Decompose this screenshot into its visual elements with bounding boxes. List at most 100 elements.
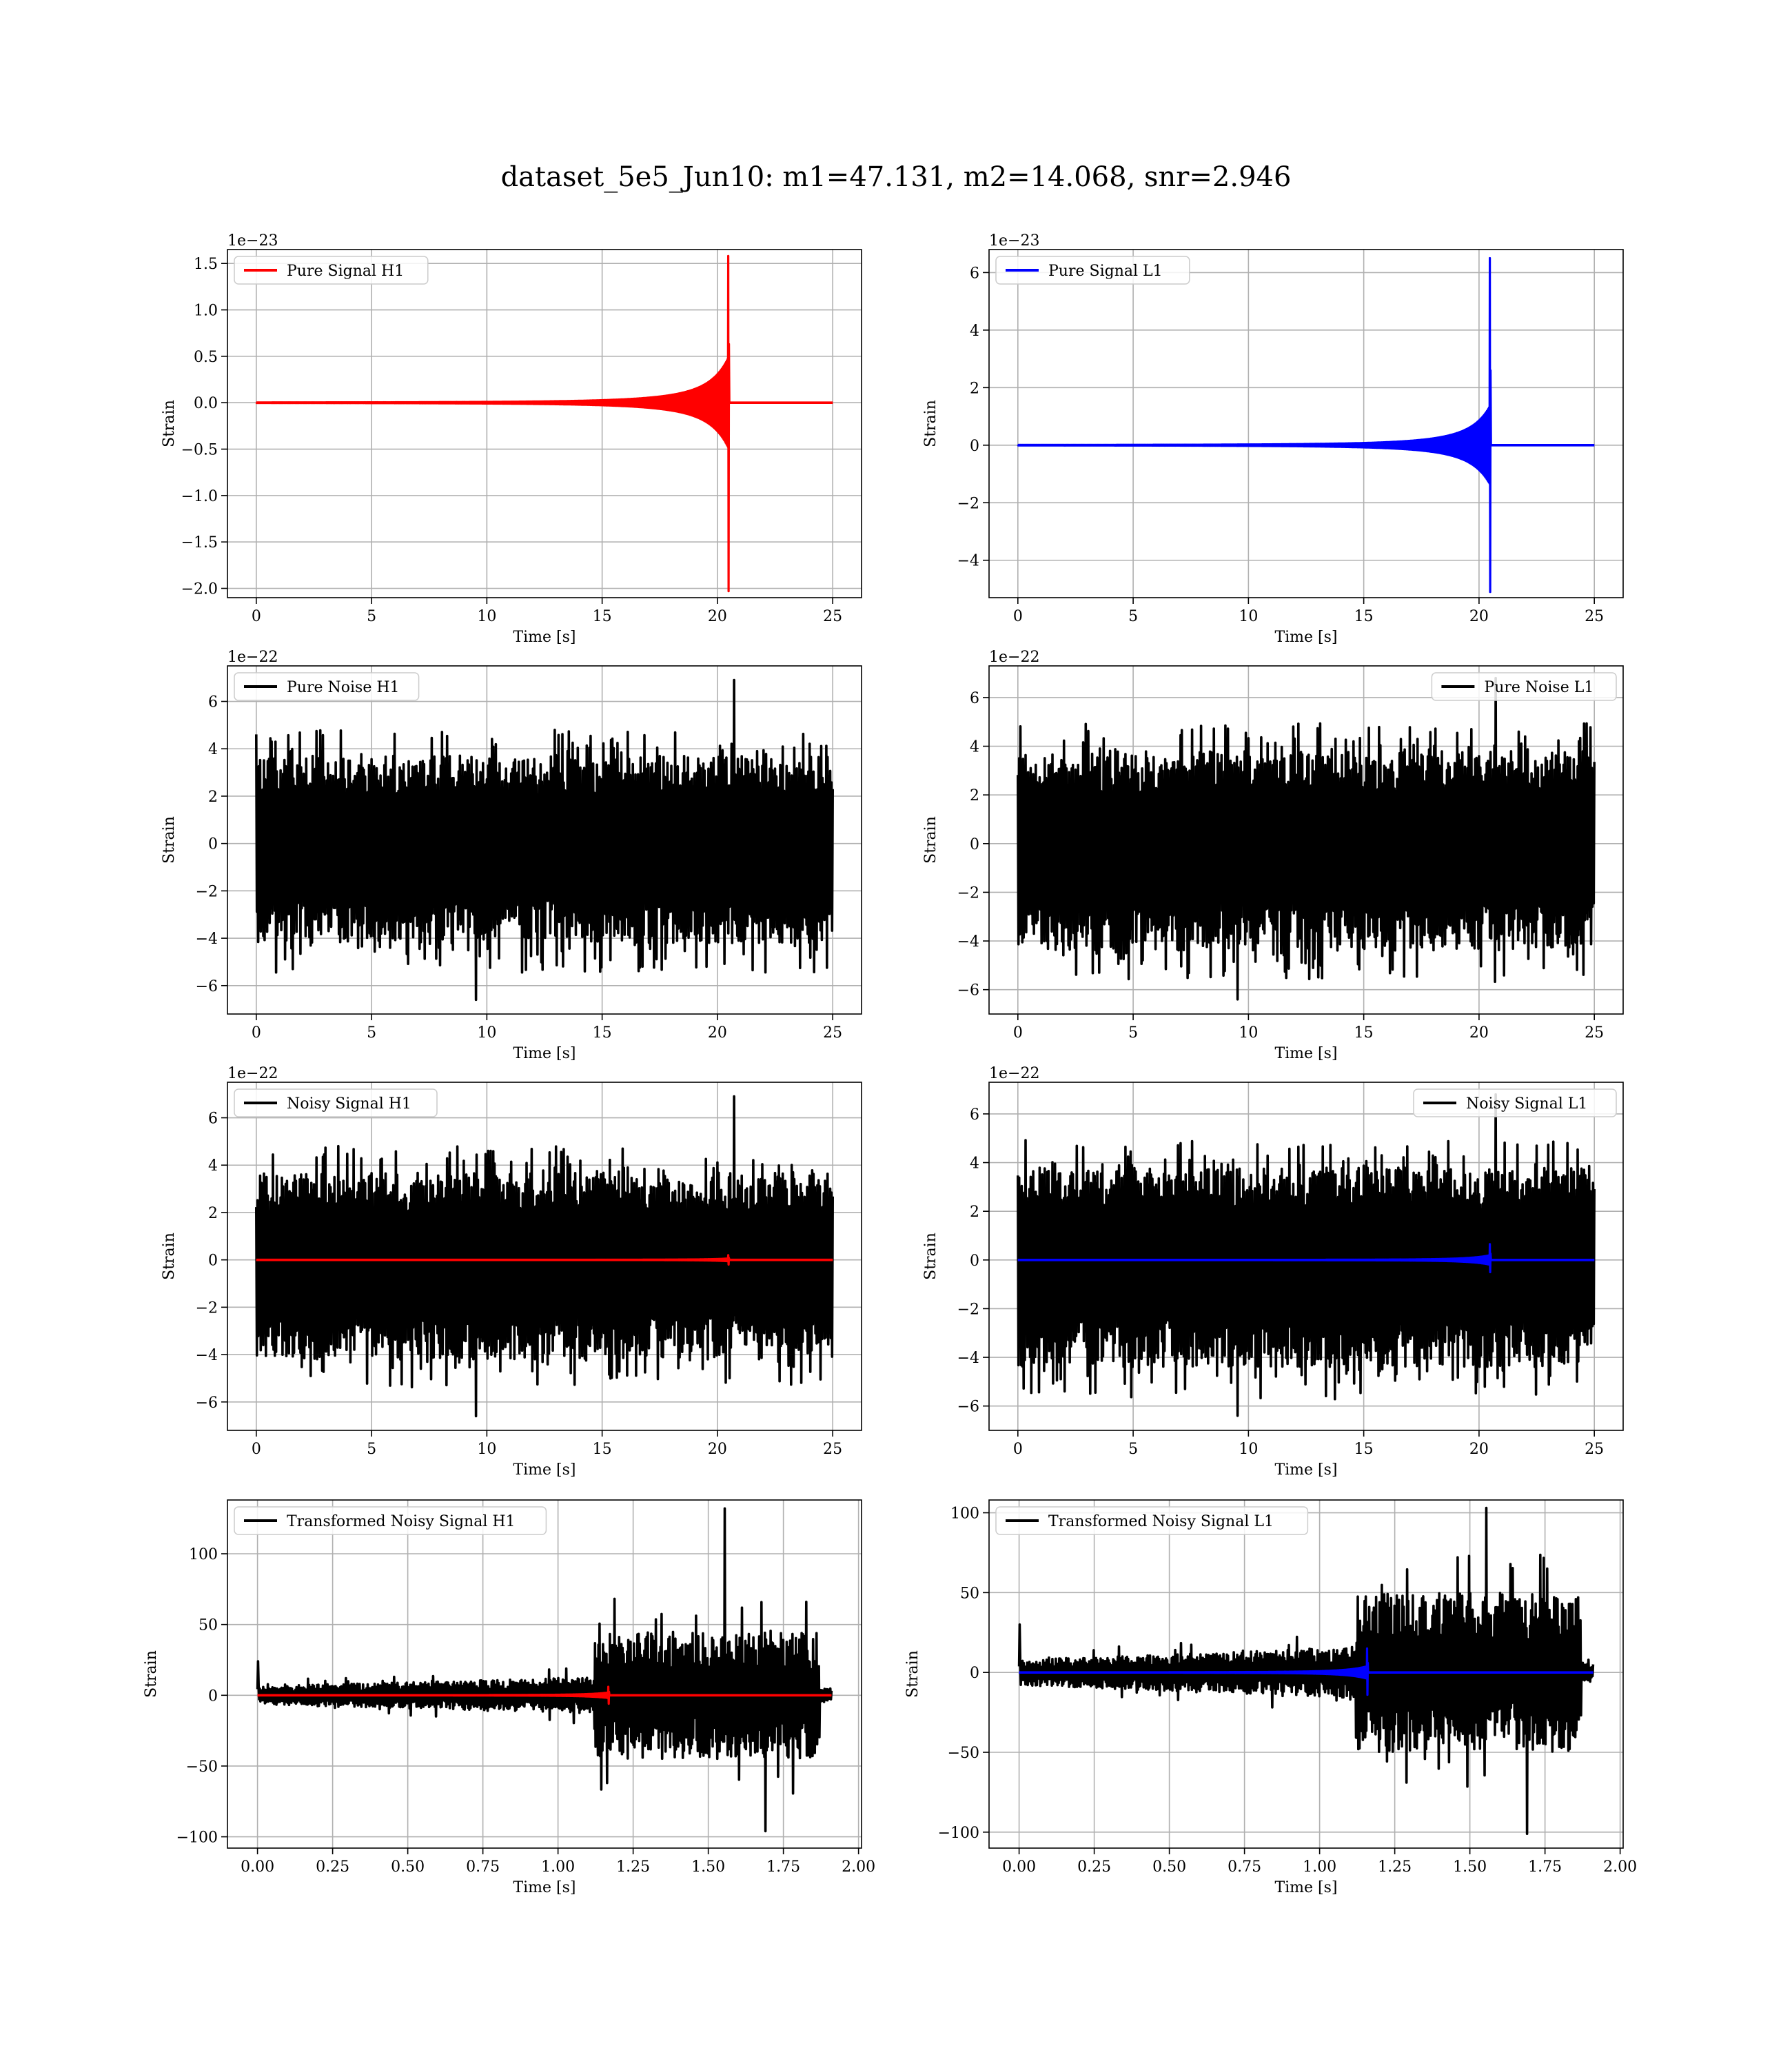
x-tick-label: 1.75	[1528, 1858, 1562, 1876]
legend: Noisy Signal H1	[234, 1088, 438, 1117]
axes-frame	[988, 665, 1624, 1015]
legend-entry: Transformed Noisy Signal L1	[1048, 1513, 1274, 1530]
x-tick-label: 5	[367, 1024, 376, 1042]
axes-frame	[988, 1082, 1624, 1431]
x-tick-label: 0	[252, 1441, 261, 1458]
y-tick-label: −4	[196, 931, 218, 948]
legend-entry: Pure Signal H1	[287, 263, 404, 280]
legend-entry: Noisy Signal L1	[1466, 1095, 1587, 1113]
y-tick-label: 4	[970, 1155, 979, 1173]
legend: Pure Noise H1	[234, 672, 420, 701]
y-tick-label: 6	[970, 265, 979, 282]
x-tick-label: 25	[1585, 1441, 1604, 1458]
legend-box	[234, 1088, 438, 1117]
x-tick-label: 1.50	[691, 1858, 725, 1876]
y-tick-label: 2	[208, 789, 218, 806]
x-tick-label: 10	[477, 1441, 496, 1458]
x-tick-label: 0.25	[316, 1858, 349, 1876]
x-tick-label: 10	[1239, 608, 1258, 625]
x-tick-label: 1.25	[616, 1858, 650, 1876]
y-tick-label: −6	[196, 1395, 218, 1412]
y-offset-label: 1e−22	[227, 649, 278, 666]
panel-pure-noise-h1: 0 5 10 15 20 25 −6 −4 −2 0 2 4 6 Time [s] Strain 1e−22 P…	[161, 649, 862, 1062]
x-tick-label: 0	[252, 608, 261, 625]
x-tick-label: 10	[1239, 1441, 1258, 1458]
panel-pure-signal-l1: 0 5 10 15 20 25 −4 −2 0 2 4 6 Time [s] Strain 1e−23 Pur…	[922, 232, 1624, 646]
series-line-noisy-signal-h1	[255, 1095, 834, 1418]
y-tick-label: −50	[948, 1745, 979, 1762]
series-line-noisy-signal-l1	[1017, 1093, 1596, 1417]
x-tick-label: 25	[1585, 1024, 1604, 1042]
y-tick-label: 4	[970, 323, 979, 340]
y-tick-label: 4	[208, 1157, 218, 1175]
y-axis-label: Strain	[922, 816, 939, 864]
x-axis-label: Time [s]	[1274, 1879, 1337, 1896]
x-axis-label: Time [s]	[513, 1879, 576, 1896]
y-tick-label: 100	[189, 1546, 218, 1563]
y-tick-label: −100	[938, 1825, 979, 1842]
series-line-pure-noise-l1	[1017, 676, 1596, 1001]
legend-box	[234, 256, 429, 285]
legend: Transformed Noisy Signal L1	[995, 1506, 1309, 1535]
x-tick-label: 1.00	[1303, 1858, 1336, 1876]
legend: Pure Signal H1	[234, 256, 429, 285]
x-tick-label: 20	[1469, 1441, 1489, 1458]
y-tick-label: −2	[196, 1299, 218, 1317]
y-tick-label: 1.5	[194, 256, 218, 273]
legend: Noisy Signal L1	[1413, 1088, 1617, 1117]
y-offset-label: 1e−23	[227, 232, 278, 250]
y-tick-label: −1.0	[181, 488, 218, 505]
x-tick-label: 15	[593, 1441, 612, 1458]
x-tick-label: 0.50	[391, 1858, 425, 1876]
legend-box	[234, 672, 420, 701]
x-tick-label: 1.00	[541, 1858, 575, 1876]
legend-entry: Pure Noise H1	[287, 679, 400, 696]
x-tick-label: 0.25	[1077, 1858, 1111, 1876]
x-tick-label: 0	[1013, 608, 1023, 625]
y-tick-label: −0.5	[181, 442, 218, 459]
series-line-pure-noise-h1	[255, 678, 834, 1002]
y-tick-label: 6	[208, 694, 218, 711]
y-tick-label: 0	[208, 1253, 218, 1270]
y-tick-label: −2	[957, 495, 979, 512]
y-axis-label: Strain	[161, 1233, 178, 1280]
x-tick-label: 1.50	[1453, 1858, 1487, 1876]
y-tick-label: 50	[198, 1617, 218, 1634]
x-axis-label: Time [s]	[513, 1461, 576, 1479]
y-tick-label: 0.0	[194, 395, 218, 412]
y-tick-label: 2	[208, 1205, 218, 1222]
y-tick-label: 0	[970, 836, 979, 853]
y-tick-label: −2	[196, 883, 218, 900]
y-tick-label: −2	[957, 1301, 979, 1318]
y-tick-label: −1.5	[181, 534, 218, 551]
x-tick-label: 20	[708, 608, 727, 625]
y-tick-label: 2	[970, 380, 979, 397]
axes-frame	[227, 1499, 862, 1849]
y-offset-label: 1e−22	[989, 1065, 1039, 1082]
y-offset-label: 1e−23	[989, 232, 1039, 250]
x-tick-label: 20	[1469, 608, 1489, 625]
y-axis-label: Strain	[161, 816, 178, 864]
y-axis-label: Strain	[922, 1233, 939, 1280]
legend: Transformed Noisy Signal H1	[234, 1506, 547, 1535]
y-tick-label: 6	[970, 1106, 979, 1124]
y-tick-label: 6	[970, 690, 979, 707]
y-tick-label: −100	[176, 1829, 218, 1847]
x-tick-label: 2.00	[842, 1858, 875, 1876]
x-tick-label: 15	[1354, 1024, 1374, 1042]
series-line-transformed-noisy-signal-h1	[256, 1507, 833, 1833]
y-tick-label: 6	[208, 1111, 218, 1128]
panel-pure-noise-l1: 0 5 10 15 20 25 −6 −4 −2 0 2 4 6 Time [s] Strain 1e−22 P…	[922, 649, 1624, 1062]
x-tick-label: 10	[477, 608, 496, 625]
y-tick-label: −6	[957, 1399, 979, 1416]
x-tick-label: 0.00	[241, 1858, 274, 1876]
x-tick-label: 25	[823, 1441, 842, 1458]
x-tick-label: 0	[252, 1024, 261, 1042]
x-tick-label: 25	[823, 608, 842, 625]
x-tick-label: 0.00	[1002, 1858, 1036, 1876]
y-tick-label: 4	[970, 739, 979, 756]
y-tick-label: −6	[957, 982, 979, 1000]
legend: Pure Signal L1	[995, 256, 1190, 285]
y-tick-label: −4	[196, 1347, 218, 1364]
